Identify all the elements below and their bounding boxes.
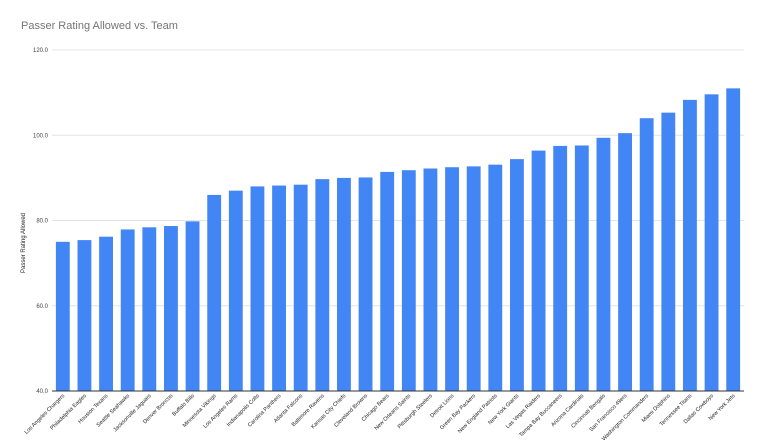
bar [142, 227, 157, 391]
bar [272, 185, 286, 391]
bar [185, 221, 200, 391]
bar [337, 177, 351, 391]
bar [445, 167, 459, 391]
bar [99, 236, 113, 391]
bar [207, 194, 222, 391]
bar [639, 118, 654, 391]
x-tick-label: Jacksonville Jaguars [113, 393, 153, 433]
x-tick-label: San Francisco 49ers [589, 393, 629, 433]
y-axis-label: Passer Rating Allowed [21, 213, 27, 273]
y-tick-label: 80.0 [36, 219, 48, 225]
y-tick-label: 40.0 [36, 389, 48, 395]
bar [55, 241, 70, 391]
bar [596, 137, 611, 391]
bar [315, 179, 330, 391]
y-tick-label: 100.0 [33, 133, 49, 139]
bar [77, 240, 92, 391]
bar [380, 171, 395, 391]
bar [683, 99, 697, 391]
x-tick-label: Tampa Bay Buccaneers [518, 393, 563, 438]
bar [164, 226, 178, 391]
bar [704, 94, 719, 391]
bar [401, 170, 416, 391]
bar [228, 190, 243, 391]
bar [618, 133, 632, 391]
bar [661, 112, 676, 391]
bar [423, 168, 438, 391]
bar [250, 186, 265, 391]
bar [488, 164, 503, 391]
x-tick-label: New England Patriots [457, 393, 499, 435]
y-tick-label: 120.0 [33, 48, 49, 54]
chart-title: Passer Rating Allowed vs. Team [21, 20, 178, 32]
bar [531, 150, 546, 391]
bar [726, 88, 741, 392]
y-axis-ticks: 40.0 60.0 80.0 100.0 120.0 [33, 48, 49, 395]
x-tick-label: Los Angeles Chargers [24, 393, 67, 436]
bar [293, 184, 308, 391]
bar [574, 145, 589, 391]
bar [466, 166, 481, 391]
bar [120, 229, 135, 391]
y-tick-label: 60.0 [36, 304, 48, 310]
bar [510, 159, 524, 391]
bars [55, 88, 741, 392]
bar [553, 145, 568, 391]
bar [358, 177, 373, 391]
